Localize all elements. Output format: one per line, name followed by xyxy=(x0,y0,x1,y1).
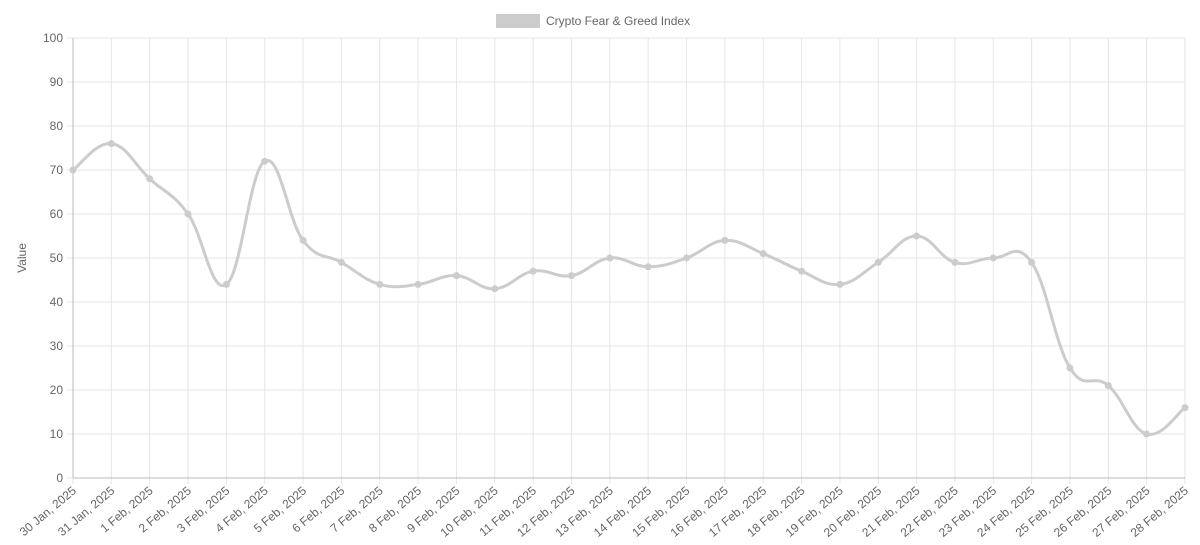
data-point xyxy=(337,258,345,266)
data-point xyxy=(146,175,154,183)
legend-label: Crypto Fear & Greed Index xyxy=(546,14,690,28)
data-point xyxy=(567,272,575,280)
y-tick-label: 80 xyxy=(50,119,64,133)
data-point xyxy=(1066,364,1074,372)
data-point xyxy=(989,254,997,262)
y-tick-label: 100 xyxy=(43,31,63,45)
data-point xyxy=(414,280,422,288)
data-point xyxy=(222,280,230,288)
y-tick-label: 50 xyxy=(50,251,64,265)
data-point xyxy=(836,280,844,288)
y-tick-label: 90 xyxy=(50,75,64,89)
data-point xyxy=(951,258,959,266)
y-tick-label: 20 xyxy=(50,383,64,397)
data-point xyxy=(107,140,115,148)
y-tick-label: 10 xyxy=(50,427,64,441)
data-point xyxy=(1143,430,1151,438)
data-point xyxy=(759,250,767,258)
data-point xyxy=(452,272,460,280)
data-point xyxy=(683,254,691,262)
data-point xyxy=(874,258,882,266)
data-point xyxy=(644,263,652,271)
data-point xyxy=(491,285,499,293)
data-point xyxy=(798,267,806,275)
y-tick-label: 30 xyxy=(50,339,64,353)
y-axis-title: Value xyxy=(15,243,29,273)
data-point xyxy=(1181,404,1189,412)
data-point xyxy=(913,232,921,240)
y-tick-label: 40 xyxy=(50,295,64,309)
data-point xyxy=(721,236,729,244)
data-point xyxy=(299,236,307,244)
data-point xyxy=(529,267,537,275)
data-point xyxy=(69,166,77,174)
series-line xyxy=(72,142,1186,436)
legend-swatch xyxy=(496,14,540,28)
data-point xyxy=(376,280,384,288)
data-point xyxy=(184,210,192,218)
data-point xyxy=(606,254,614,262)
y-tick-label: 70 xyxy=(50,163,64,177)
y-tick-label: 60 xyxy=(50,207,64,221)
data-point xyxy=(1104,382,1112,390)
y-tick-label: 0 xyxy=(56,471,63,485)
data-point xyxy=(1028,258,1036,266)
data-point xyxy=(261,157,269,165)
